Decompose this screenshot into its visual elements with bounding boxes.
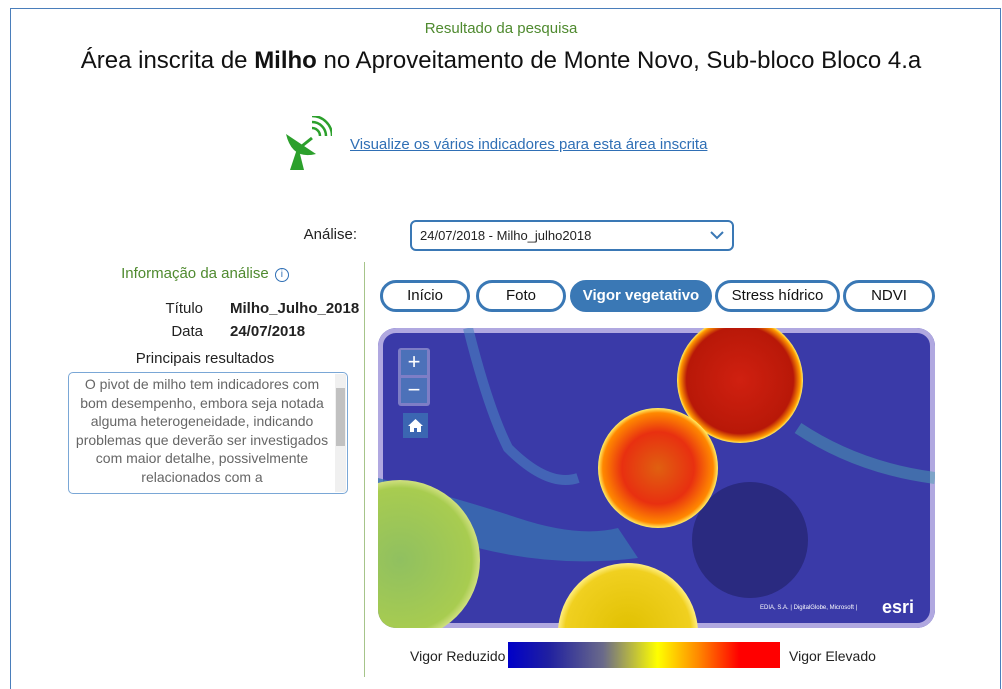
- analysis-select[interactable]: 24/07/2018 - Milho_julho2018: [410, 220, 734, 251]
- title-prefix: Área inscrita de: [81, 47, 248, 74]
- tab[interactable]: Vigor vegetativo: [570, 280, 712, 312]
- map[interactable]: [378, 328, 935, 628]
- subtitle: Resultado da pesquisa: [0, 20, 1002, 37]
- tab[interactable]: Início: [380, 280, 470, 312]
- title-suffix: no Aproveitamento de Monte Novo, Sub-blo…: [324, 47, 922, 74]
- info-icon[interactable]: i: [275, 268, 289, 282]
- map-attribution: EDIA, S.A. | DigitalGlobe, Microsoft |: [760, 605, 857, 611]
- info-key: Título: [100, 300, 203, 317]
- scroll-thumb[interactable]: [336, 388, 345, 446]
- results-textarea[interactable]: O pivot de milho tem indicadores com bom…: [68, 372, 348, 494]
- info-key: Data: [100, 323, 203, 340]
- dropdown-arrow: [710, 231, 724, 240]
- page-title: Área inscrita de Milho no Aproveitamento…: [0, 47, 1002, 75]
- tab[interactable]: NDVI: [843, 280, 935, 312]
- legend-gradient: [508, 642, 780, 668]
- page: Resultado da pesquisa Área inscrita de M…: [0, 0, 1002, 677]
- info-value: 24/07/2018: [230, 323, 305, 340]
- divider: [364, 262, 365, 677]
- indicators-link[interactable]: Visualize os vários indicadores para est…: [350, 136, 707, 153]
- tab[interactable]: Stress hídrico: [715, 280, 840, 312]
- home-button[interactable]: [403, 413, 428, 438]
- analysis-value: 24/07/2018 - Milho_julho2018: [420, 228, 591, 243]
- legend-low: Vigor Reduzido: [410, 648, 505, 664]
- info-heading-text: Informação da análise: [121, 265, 269, 282]
- zoom-control: + −: [398, 348, 430, 406]
- home-icon: [403, 413, 428, 438]
- title-crop: Milho: [254, 47, 317, 74]
- esri-logo: esri: [882, 597, 914, 618]
- legend-high: Vigor Elevado: [789, 648, 876, 664]
- analysis-label: Análise:: [200, 226, 357, 243]
- results-heading: Principais resultados: [60, 350, 350, 367]
- satellite-icon: [282, 116, 332, 176]
- scrollbar[interactable]: [335, 374, 346, 492]
- results-text: O pivot de milho tem indicadores com bom…: [76, 376, 328, 485]
- zoom-out[interactable]: −: [401, 378, 427, 403]
- tab[interactable]: Foto: [476, 280, 566, 312]
- info-value: Milho_Julho_2018: [230, 300, 359, 317]
- zoom-in[interactable]: +: [401, 350, 427, 375]
- info-heading: Informação da análise i: [60, 265, 350, 282]
